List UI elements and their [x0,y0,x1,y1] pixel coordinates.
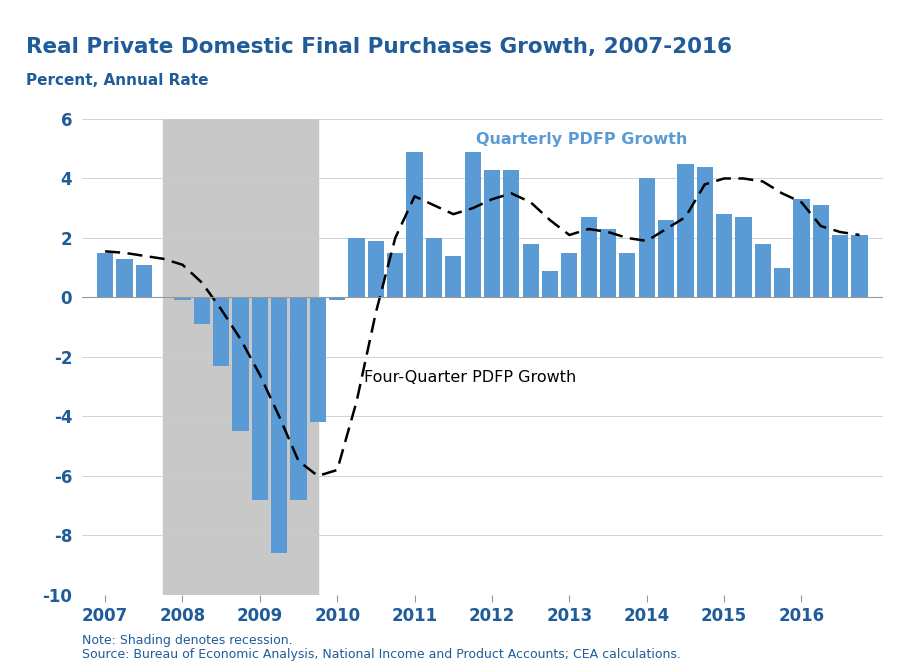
Bar [349,238,365,297]
Bar [600,229,616,297]
Bar [445,256,461,297]
Bar [329,297,346,300]
Bar [735,217,752,297]
Bar [852,235,867,297]
Bar [581,217,597,297]
Bar [794,200,810,297]
Text: Note: Shading denotes recession.: Note: Shading denotes recession. [82,635,292,648]
Bar [561,253,578,297]
Bar [252,297,268,500]
Bar [407,152,423,297]
Bar [271,297,288,553]
Text: Percent, Annual Rate: Percent, Annual Rate [25,73,208,88]
Bar [832,235,848,297]
Bar [368,241,384,297]
Bar [639,178,655,297]
Text: Source: Bureau of Economic Analysis, National Income and Product Accounts; CEA c: Source: Bureau of Economic Analysis, Nat… [82,648,681,661]
Bar [677,164,693,297]
Bar [813,206,829,297]
Bar [136,265,152,297]
Bar [309,297,326,422]
Bar [290,297,307,500]
Bar [541,271,558,297]
Bar [697,167,713,297]
Bar [716,214,733,297]
Text: Four-Quarter PDFP Growth: Four-Quarter PDFP Growth [364,370,577,385]
Bar [754,244,771,297]
Bar [484,170,500,297]
Bar [175,297,190,300]
Bar [97,253,113,297]
Bar [774,268,790,297]
Bar [464,152,480,297]
Bar [116,259,133,297]
Bar [619,253,635,297]
Bar [194,297,210,325]
Text: Quarterly PDFP Growth: Quarterly PDFP Growth [477,132,688,147]
Bar [232,297,248,432]
Bar [163,119,318,595]
Bar [213,297,229,366]
Bar [658,220,674,297]
Bar [503,170,520,297]
Bar [387,253,403,297]
Bar [522,244,539,297]
Text: Real Private Domestic Final Purchases Growth, 2007-2016: Real Private Domestic Final Purchases Gr… [25,37,732,57]
Bar [426,238,442,297]
